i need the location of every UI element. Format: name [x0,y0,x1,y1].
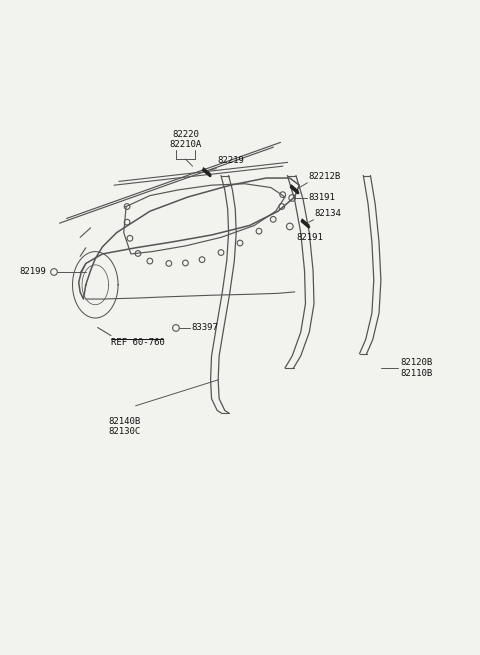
Text: 82212B: 82212B [309,172,341,181]
Text: 82191: 82191 [296,233,323,242]
Text: REF 60-760: REF 60-760 [111,339,165,347]
Text: 83191: 83191 [309,193,336,202]
Text: 83397: 83397 [192,324,218,333]
Text: 82199: 82199 [20,267,47,276]
Text: 82120B
82110B: 82120B 82110B [400,358,432,377]
Text: 82219: 82219 [217,157,244,165]
Text: 82134: 82134 [314,210,341,218]
Text: 82140B
82130C: 82140B 82130C [108,417,140,436]
Text: 82220
82210A: 82220 82210A [169,130,202,149]
